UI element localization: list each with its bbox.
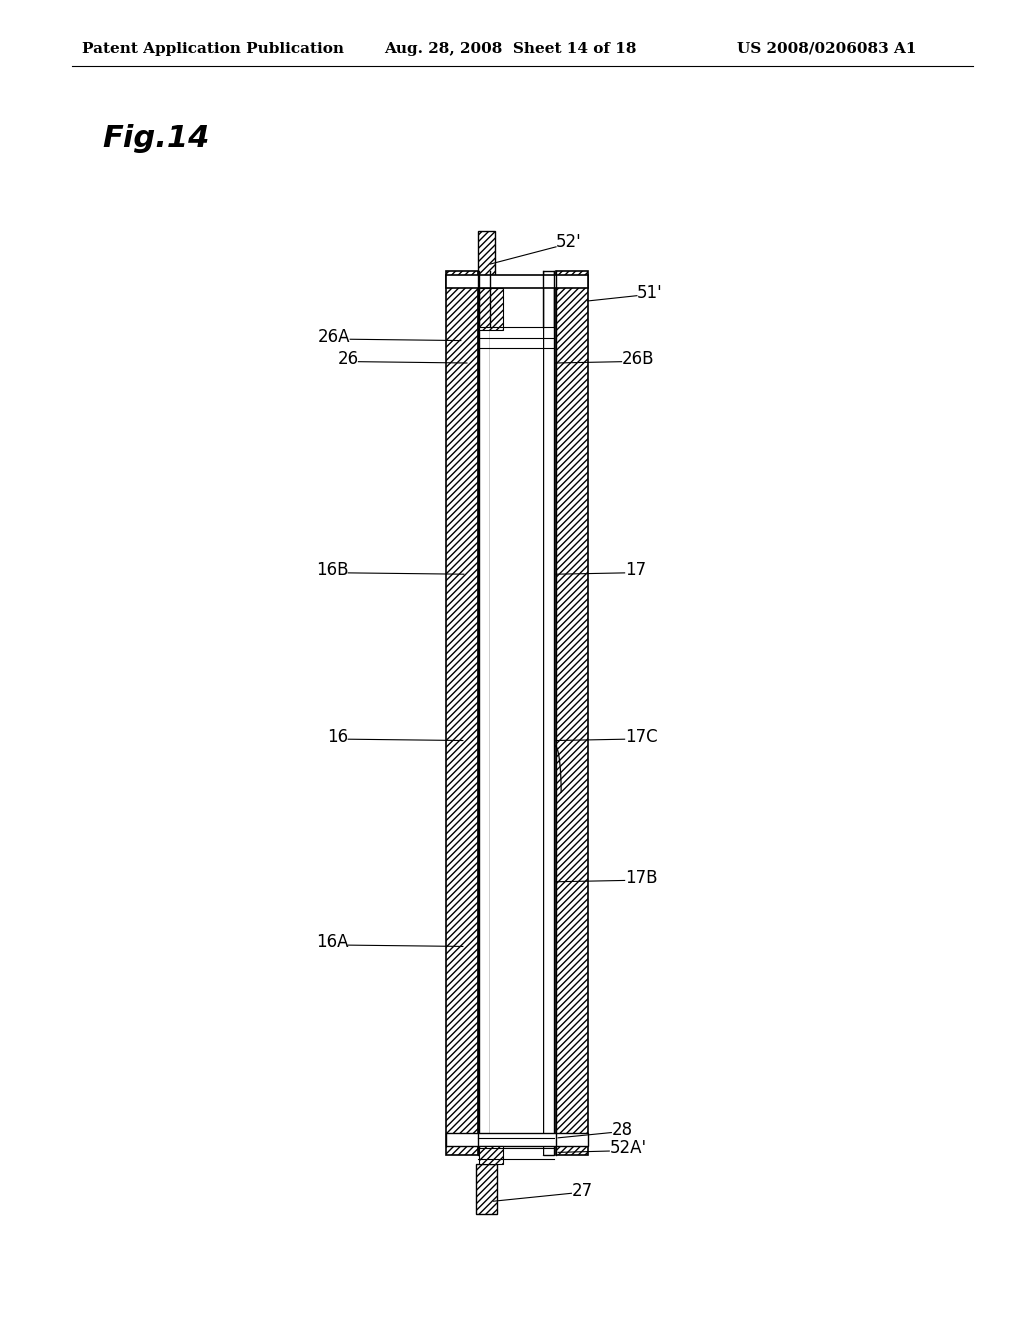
Text: US 2008/0206083 A1: US 2008/0206083 A1 — [737, 42, 916, 55]
Text: 26: 26 — [337, 350, 358, 368]
Text: 16A: 16A — [315, 933, 348, 952]
Text: Patent Application Publication: Patent Application Publication — [82, 42, 344, 55]
Bar — [479, 1146, 503, 1164]
Bar — [543, 271, 554, 1155]
Text: 28: 28 — [611, 1121, 633, 1139]
Text: 51': 51' — [637, 284, 663, 302]
Bar — [490, 271, 543, 1155]
Text: 26B: 26B — [622, 350, 654, 368]
Bar — [446, 275, 588, 288]
Bar — [478, 231, 495, 277]
Text: 27: 27 — [571, 1181, 593, 1200]
Text: Aug. 28, 2008  Sheet 14 of 18: Aug. 28, 2008 Sheet 14 of 18 — [384, 42, 637, 55]
Bar — [479, 288, 503, 330]
Text: 16B: 16B — [315, 561, 348, 579]
Text: 52A': 52A' — [609, 1139, 646, 1158]
Text: 17C: 17C — [625, 727, 657, 746]
Text: 26A: 26A — [317, 327, 350, 346]
Text: 52': 52' — [556, 232, 582, 251]
Text: 16: 16 — [327, 727, 348, 746]
Text: 17: 17 — [625, 561, 646, 579]
Bar — [446, 1133, 588, 1146]
Bar — [476, 1164, 497, 1214]
Bar — [479, 271, 490, 1155]
Text: Fig.14: Fig.14 — [102, 124, 210, 153]
Text: 17B: 17B — [625, 869, 657, 887]
Bar — [556, 271, 588, 1155]
Bar — [446, 271, 478, 1155]
